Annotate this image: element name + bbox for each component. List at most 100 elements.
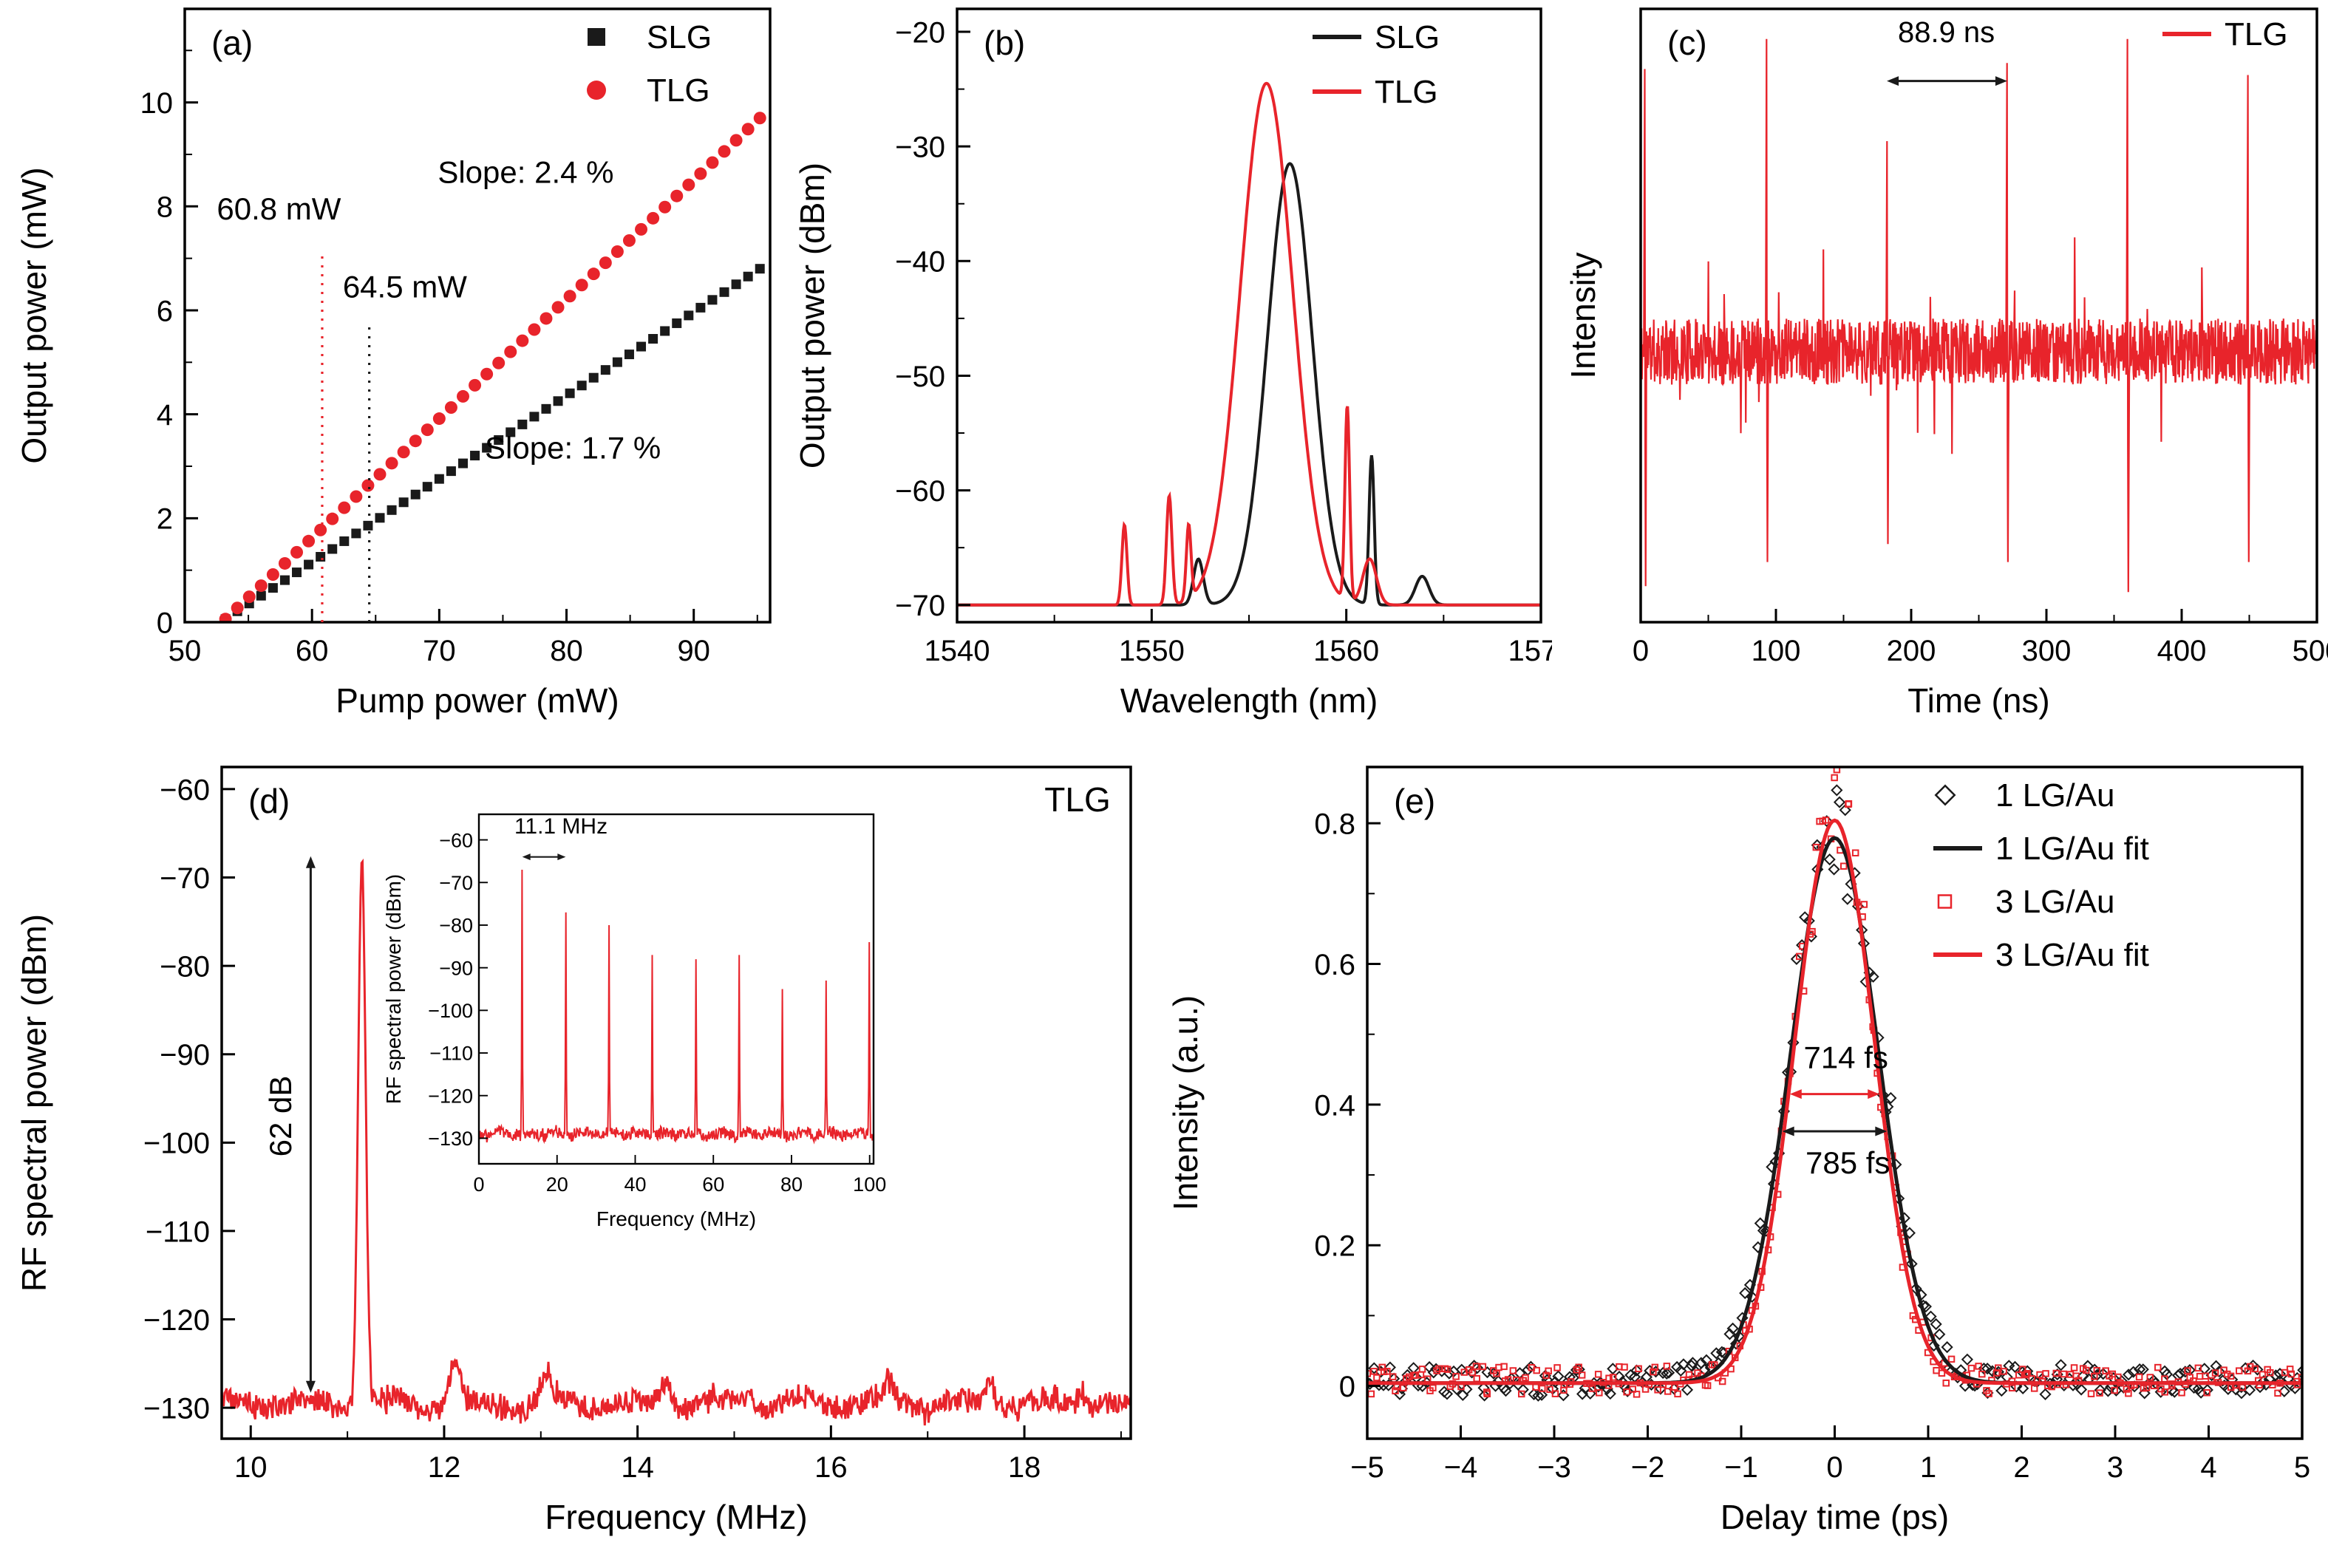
x-tick-label: 40 — [624, 1173, 646, 1196]
axes: 10 12 14 16 18 −60 −70 −80 −90 −100 −110 −120 −130 Fr… — [15, 766, 1132, 1536]
y-tick-label: −80 — [160, 951, 210, 984]
chart-b: 1540 1550 1560 1570 −20 −30 −40 −50 −60 −70 Wavele… — [793, 7, 1552, 720]
legend-marker-open-square — [1937, 894, 1953, 909]
axes: 0 100 200 300 400 500 Time (ns) Intensity — [1564, 7, 2328, 720]
panel-c: 0 100 200 300 400 500 Time (ns) Intensity 88.9 n… — [1552, 0, 2328, 746]
y-tick-label: −60 — [895, 475, 945, 508]
x-tick-label: 80 — [780, 1173, 803, 1196]
x-tick-label: −1 — [1724, 1451, 1758, 1484]
y-tick-label: 8 — [157, 191, 173, 224]
y-tick-label: 2 — [157, 503, 173, 536]
chart-e: −5 −4 −3 −2 −1 0 1 2 3 4 5 0 0.2 0.4 0.6 0.8 Delay time … — [1166, 766, 2310, 1536]
axes: 1540 1550 1560 1570 −20 −30 −40 −50 −60 −70 Wavele… — [793, 7, 1552, 720]
annotation-text: 11.1 MHz — [514, 814, 607, 839]
x-tick-label: 100 — [853, 1173, 886, 1196]
legend: SLG TLG — [587, 19, 712, 109]
annotation-text: TLG — [1044, 780, 1110, 819]
legend-label: TLG — [2225, 16, 2288, 52]
arrow-head — [1995, 76, 2007, 86]
x-tick-label: 100 — [1752, 635, 1801, 667]
y-tick-label: −120 — [428, 1085, 473, 1107]
y-tick-label: −20 — [895, 16, 945, 49]
plot-frame — [1366, 766, 2304, 1440]
y-tick-label: −60 — [439, 829, 473, 851]
arrow-head — [305, 1380, 316, 1393]
series-tlg — [1640, 38, 2318, 593]
inset-background — [408, 780, 893, 1247]
panel-label: (a) — [211, 24, 253, 62]
panel-a: 50 60 70 80 90 0 2 4 6 8 10 Pump power (mW) Output p… — [0, 0, 783, 746]
series-slg — [957, 162, 1541, 607]
legend-marker-circle — [587, 81, 606, 100]
arrow-head — [305, 856, 316, 868]
annotation-text: 60.8 mW — [217, 191, 341, 226]
chart-a-canvas: 50 60 70 80 90 0 2 4 6 8 10 Pump power (mW) Output p… — [15, 7, 772, 720]
series-layer — [957, 81, 1541, 607]
y-tick-label: −40 — [895, 246, 945, 279]
plot-frame — [183, 7, 772, 624]
arrow-head — [1875, 1126, 1888, 1136]
y-tick-label: 0 — [157, 607, 173, 639]
x-tick-label: 1560 — [1313, 635, 1379, 667]
arrow-head — [522, 853, 531, 861]
y-tick-label: −70 — [895, 590, 945, 622]
x-tick-label: 4 — [2200, 1451, 2216, 1484]
legend: 1 LG/Au 1 LG/Au fit 3 LG/Au 3 LG/Au fit — [1933, 777, 2149, 973]
y-tick-label: −60 — [160, 774, 210, 806]
series-layer — [219, 112, 766, 623]
arrow-head — [1782, 1126, 1794, 1136]
x-tick-label: −4 — [1444, 1451, 1478, 1484]
x-axis-label: Wavelength (nm) — [1120, 681, 1378, 720]
y-tick-label: 10 — [140, 87, 174, 120]
series-tlg — [957, 81, 1541, 607]
x-tick-label: 0 — [1633, 635, 1649, 667]
series-layer — [1640, 38, 2318, 593]
panel-e: −5 −4 −3 −2 −1 0 1 2 3 4 5 0 0.2 0.4 0.6 0.8 Delay time … — [1153, 746, 2328, 1568]
panel-d: 10 12 14 16 18 −60 −70 −80 −90 −100 −110 −120 −130 Fr… — [0, 746, 1153, 1568]
plot-frame — [477, 813, 875, 1165]
annotation-text: 64.5 mW — [343, 269, 467, 304]
legend-label: 1 LG/Au — [1995, 777, 2114, 814]
series-tlg-harmonics — [478, 869, 874, 1145]
x-tick-label: −5 — [1350, 1451, 1384, 1484]
x-tick-label: 300 — [2022, 635, 2072, 667]
y-tick-label: −70 — [439, 872, 473, 894]
axes: −5 −4 −3 −2 −1 0 1 2 3 4 5 0 0.2 0.4 0.6 0.8 Delay time … — [1166, 766, 2310, 1536]
panel-label: (e) — [1394, 782, 1435, 820]
x-tick-label: 400 — [2157, 635, 2207, 667]
y-tick-label: −50 — [895, 361, 945, 393]
plot-frame — [1639, 7, 2318, 624]
x-axis-label: Frequency (MHz) — [596, 1207, 756, 1230]
y-tick-label: −130 — [143, 1393, 210, 1425]
x-tick-label: 60 — [296, 635, 329, 667]
y-tick-label: −80 — [439, 915, 473, 937]
x-tick-label: 0 — [473, 1173, 484, 1196]
annotation-text: 714 fs — [1803, 1040, 1888, 1074]
y-axis-label: RF spectral power (dBm) — [15, 914, 53, 1292]
x-tick-label: 12 — [428, 1451, 461, 1484]
series-3-lg-au — [1366, 766, 2303, 1398]
y-axis-label: RF spectral power (dBm) — [382, 874, 405, 1104]
x-tick-label: 70 — [423, 635, 456, 667]
series-layer — [478, 869, 874, 1145]
annotation-arrow — [1887, 76, 2007, 86]
axes: 0 20 40 60 80 100 −60 −70 −80 −90 −100 −110 −120 −130… — [382, 813, 886, 1230]
chart-d: 10 12 14 16 18 −60 −70 −80 −90 −100 −110 −120 −130 Fr… — [15, 766, 1132, 1536]
series-tlg — [221, 858, 1131, 1426]
x-tick-label: 2 — [2013, 1451, 2029, 1484]
y-tick-label: 0.8 — [1314, 808, 1355, 841]
annotation-arrow — [1782, 1126, 1888, 1136]
x-tick-label: 1550 — [1119, 635, 1185, 667]
x-axis-label: Delay time (ps) — [1721, 1498, 1949, 1536]
y-tick-label: −100 — [428, 1000, 473, 1022]
y-axis-label: Intensity — [1564, 252, 1602, 378]
panel-label: (d) — [248, 782, 290, 820]
annotation-arrow — [522, 853, 566, 861]
legend-label: TLG — [1375, 74, 1438, 110]
y-tick-label: 0.2 — [1314, 1230, 1355, 1263]
x-axis-label: Frequency (MHz) — [545, 1498, 807, 1536]
annotation-text: 88.9 ns — [1898, 16, 1995, 49]
legend: SLG TLG — [1313, 19, 1440, 110]
y-tick-label: −90 — [439, 957, 473, 979]
